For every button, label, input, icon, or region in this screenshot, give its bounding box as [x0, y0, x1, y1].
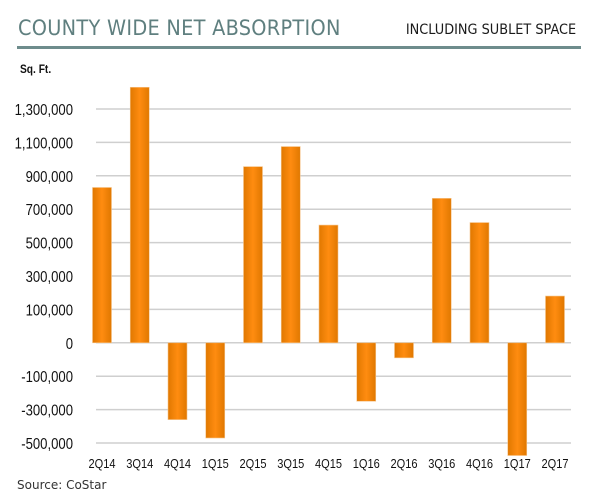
bar	[469, 222, 490, 344]
y-tick-label: 1,100,000	[15, 135, 73, 152]
x-axis-ticks: 2Q14 3Q14 4Q14 1Q15 2Q15 3Q15 4Q15 1Q16 2Q16 3Q16…	[88, 456, 568, 471]
y-tick-label: 1,300,000	[15, 102, 73, 119]
title-rule	[17, 46, 581, 49]
y-tick-label: 700,000	[26, 202, 73, 219]
bars	[92, 86, 565, 456]
x-tick-label: 2Q15	[239, 456, 266, 471]
bar	[243, 166, 263, 344]
bar	[92, 187, 112, 344]
x-tick-label: 3Q15	[277, 456, 304, 471]
x-tick-label: 1Q17	[504, 456, 531, 471]
y-tick-label: 100,000	[26, 302, 73, 319]
chart-title: COUNTY WIDE NET ABSORPTION	[18, 16, 341, 40]
x-tick-label: 1Q16	[353, 456, 380, 471]
y-axis-label: Sq. Ft.	[20, 62, 52, 76]
bar	[431, 198, 452, 344]
y-tick-label: 300,000	[26, 269, 73, 286]
y-tick-label: -100,000	[21, 369, 73, 386]
x-tick-label: 3Q16	[428, 456, 455, 471]
bar	[280, 146, 301, 344]
bar	[507, 342, 528, 456]
x-tick-label: 2Q16	[390, 456, 417, 471]
y-tick-label: -500,000	[21, 436, 73, 453]
x-tick-label: 4Q15	[315, 456, 342, 471]
bar	[545, 295, 565, 344]
x-tick-label: 4Q16	[466, 456, 493, 471]
chart-subtitle: INCLUDING SUBLET SPACE	[405, 22, 576, 38]
x-tick-label: 2Q17	[541, 456, 568, 471]
source-note: Source: CoStar	[17, 478, 107, 492]
bar	[205, 342, 226, 439]
y-tick-label: -300,000	[21, 402, 73, 419]
y-tick-label: 900,000	[26, 169, 73, 186]
bar	[129, 86, 150, 344]
bar	[318, 224, 339, 344]
x-tick-label: 1Q15	[202, 456, 229, 471]
bar	[356, 342, 377, 402]
y-axis-ticks: 1,300,000 1,100,000 900,000 700,000 500,000 3…	[15, 102, 73, 453]
x-tick-label: 3Q14	[126, 456, 153, 471]
x-tick-label: 4Q14	[164, 456, 191, 471]
x-tick-label: 2Q14	[88, 456, 115, 471]
y-tick-label: 500,000	[26, 235, 73, 252]
bar	[167, 342, 188, 420]
bar	[394, 342, 414, 359]
y-tick-label: 0	[66, 336, 73, 353]
